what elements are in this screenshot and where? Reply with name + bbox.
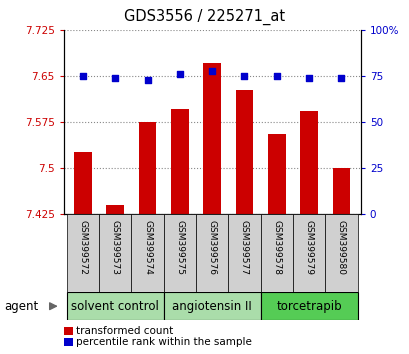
Text: GSM399576: GSM399576 <box>207 219 216 275</box>
Bar <box>292 214 324 292</box>
Bar <box>171 109 188 214</box>
Bar <box>63 327 72 335</box>
Text: GSM399580: GSM399580 <box>336 219 345 275</box>
Point <box>79 73 86 79</box>
Text: GSM399575: GSM399575 <box>175 219 184 275</box>
Point <box>176 72 183 77</box>
Point <box>273 73 279 79</box>
Point <box>208 68 215 73</box>
Text: transformed count: transformed count <box>76 326 173 336</box>
Bar <box>332 168 349 214</box>
Point <box>144 77 151 82</box>
Point <box>337 75 344 81</box>
Text: solvent control: solvent control <box>71 300 159 313</box>
Bar <box>63 338 72 346</box>
Bar <box>260 292 357 320</box>
Bar <box>299 111 317 214</box>
Bar <box>267 135 285 214</box>
Text: GSM399577: GSM399577 <box>239 219 248 275</box>
Bar <box>67 214 99 292</box>
Point <box>112 75 118 81</box>
Point <box>305 75 312 81</box>
Bar <box>74 152 92 214</box>
Bar <box>203 63 220 214</box>
Text: GSM399574: GSM399574 <box>143 219 152 274</box>
Bar <box>106 205 124 214</box>
Bar <box>196 214 228 292</box>
Bar <box>228 214 260 292</box>
Text: GSM399579: GSM399579 <box>304 219 313 275</box>
Bar <box>138 122 156 214</box>
Text: percentile rank within the sample: percentile rank within the sample <box>76 337 251 347</box>
Text: angiotensin II: angiotensin II <box>172 300 252 313</box>
Bar <box>163 292 260 320</box>
Text: GSM399572: GSM399572 <box>78 219 87 274</box>
Bar <box>99 214 131 292</box>
Bar <box>67 292 163 320</box>
Bar <box>131 214 163 292</box>
Text: GSM399578: GSM399578 <box>272 219 281 275</box>
Text: agent: agent <box>4 300 38 313</box>
Text: torcetrapib: torcetrapib <box>276 300 341 313</box>
Point <box>240 73 247 79</box>
Bar <box>324 214 357 292</box>
Bar <box>260 214 292 292</box>
Text: GDS3556 / 225271_at: GDS3556 / 225271_at <box>124 9 285 25</box>
Text: GSM399573: GSM399573 <box>110 219 119 275</box>
Bar <box>235 90 253 214</box>
Bar <box>163 214 196 292</box>
